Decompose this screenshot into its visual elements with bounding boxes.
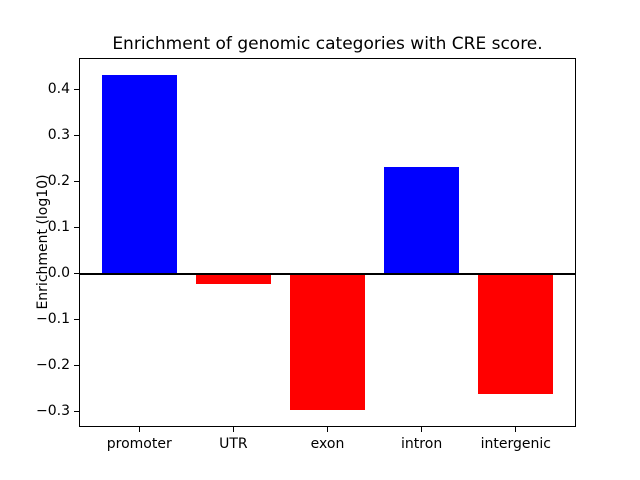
y-tick-label: −0.2 [36,357,70,374]
y-tick-label: −0.1 [36,311,70,328]
y-tick-mark [74,89,79,91]
y-tick-mark [74,181,79,183]
y-tick-mark [74,319,79,321]
y-tick-label: 0.1 [47,219,70,236]
bar-promoter [101,74,177,274]
y-tick-mark [74,135,79,137]
x-tick-label-intron: intron [401,436,443,452]
y-axis-label: Enrichment (log10) [35,174,51,310]
y-tick-mark [74,411,79,413]
x-tick-label-promoter: promoter [106,436,172,452]
x-tick-mark [138,427,140,432]
bar-intergenic [478,273,554,395]
chart-title: Enrichment of genomic categories with CR… [112,34,543,54]
x-tick-mark [327,427,328,432]
y-tick-mark [74,227,79,229]
y-tick-label: 0.2 [47,173,70,190]
bar-intron [383,166,460,274]
y-tick-label: −0.3 [36,403,70,420]
zero-line [79,272,576,275]
x-tick-mark [515,427,517,432]
bar-UTR [195,273,272,284]
y-tick-label: 0.3 [47,127,70,144]
y-tick-mark [74,273,79,275]
x-tick-label-intergenic: intergenic [480,436,551,452]
y-tick-mark [74,365,79,367]
y-tick-label: 0.0 [47,265,70,282]
bar-exon [289,273,366,411]
x-tick-mark [232,427,234,432]
y-tick-label: 0.4 [47,81,70,98]
plot-area [79,58,576,427]
x-tick-label-UTR: UTR [219,436,248,452]
x-tick-label-exon: exon [310,436,345,452]
x-tick-mark [421,427,423,432]
